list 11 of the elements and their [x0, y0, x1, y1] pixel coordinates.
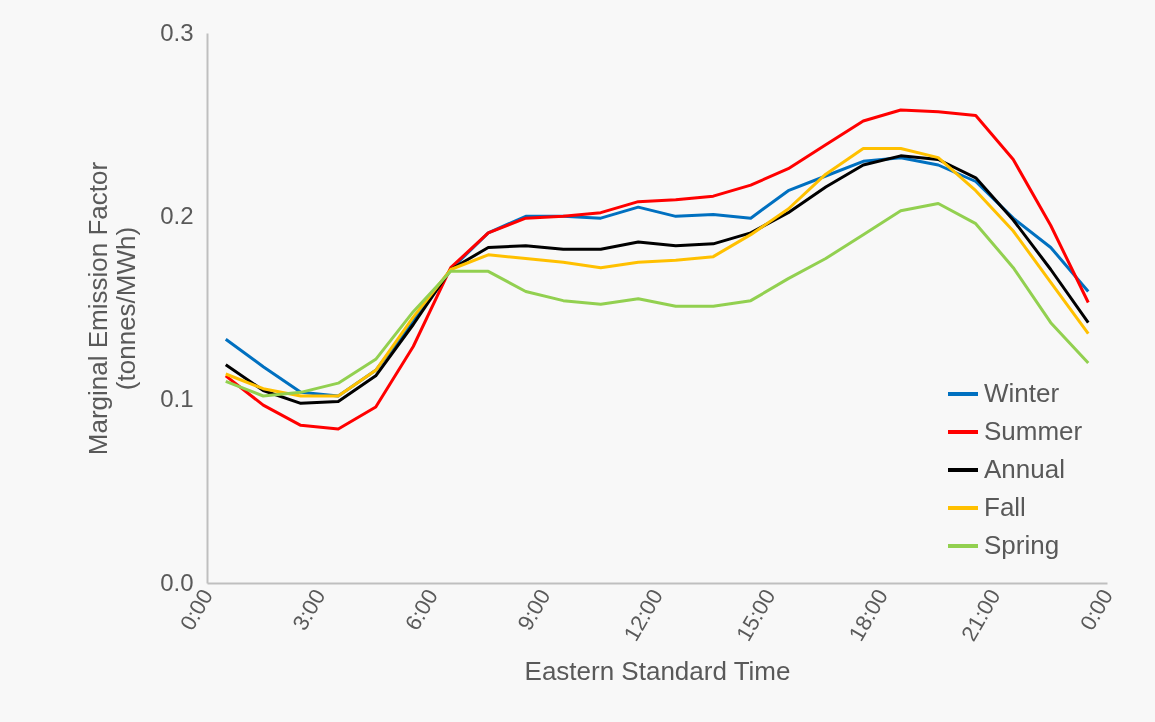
y-tick-label: 0.2	[160, 201, 194, 229]
y-axis-title: Marginal Emission Factor (tonnes/MWh)	[83, 161, 142, 456]
legend-label: Summer	[984, 416, 1083, 446]
y-tick-label: 0.0	[160, 568, 194, 596]
y-tick-label: 0.1	[160, 385, 194, 413]
x-axis-title: Eastern Standard Time	[524, 655, 791, 686]
legend-label: Winter	[984, 378, 1060, 408]
legend-label: Annual	[984, 454, 1065, 484]
legend-label: Spring	[984, 530, 1060, 560]
y-tick-label: 0.3	[160, 18, 194, 46]
legend-label: Fall	[984, 492, 1026, 522]
